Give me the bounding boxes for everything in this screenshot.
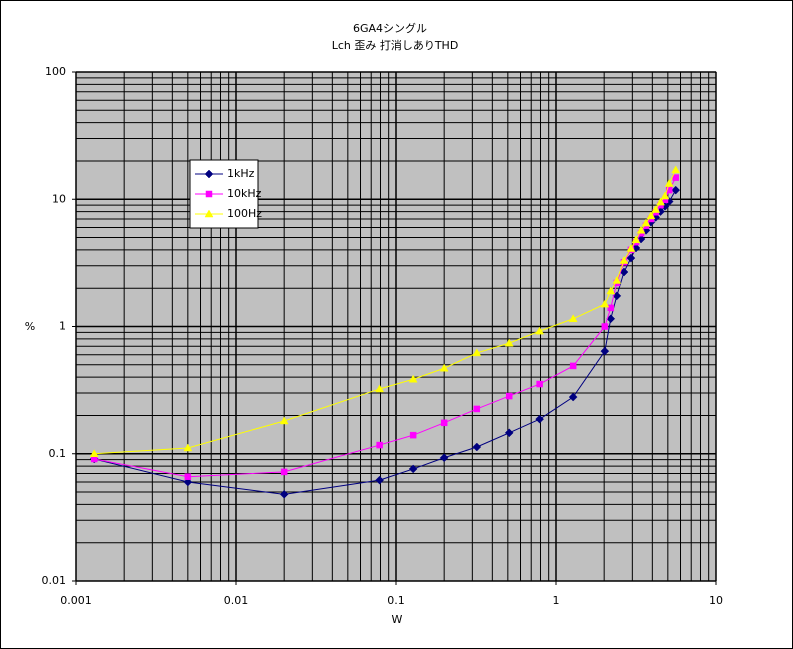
x-tick-label: 0.1 <box>387 594 405 607</box>
marker <box>472 442 482 452</box>
x-tick-label: 1 <box>553 594 560 607</box>
marker <box>439 453 449 463</box>
marker <box>536 380 543 388</box>
marker <box>671 185 681 195</box>
marker <box>504 338 514 347</box>
y-tick-label: 100 <box>45 65 66 78</box>
marker <box>664 178 674 187</box>
marker <box>568 314 578 323</box>
marker <box>376 441 383 449</box>
marker <box>626 253 636 263</box>
x-tick-label: 10 <box>709 594 723 607</box>
marker <box>600 346 610 356</box>
x-axis-label: W <box>392 613 403 626</box>
marker <box>205 190 213 198</box>
marker <box>204 209 214 218</box>
legend-label: 10kHz <box>227 187 262 200</box>
marker <box>636 225 646 234</box>
marker <box>535 326 545 335</box>
marker <box>184 473 192 480</box>
marker <box>665 186 673 194</box>
marker <box>375 475 384 485</box>
marker <box>601 323 609 330</box>
marker <box>671 165 681 174</box>
marker <box>631 235 641 244</box>
marker <box>569 362 577 370</box>
y-tick-label: 1 <box>59 320 66 333</box>
y-tick-label: 0.1 <box>49 447 67 460</box>
marker <box>440 419 448 427</box>
marker <box>672 174 679 181</box>
marker <box>375 384 385 393</box>
marker <box>606 286 616 295</box>
marker <box>408 464 418 474</box>
marker <box>408 374 418 383</box>
marker <box>280 468 288 476</box>
y-axis-label: % <box>25 320 35 333</box>
marker <box>439 363 449 372</box>
y-tick-label: 0.01 <box>42 574 67 587</box>
marker <box>626 244 636 252</box>
marker <box>656 197 665 206</box>
marker <box>651 205 661 213</box>
marker <box>535 414 544 424</box>
marker <box>183 477 193 487</box>
legend-label: 100Hz <box>227 207 262 220</box>
marker <box>504 428 514 438</box>
chart-title: 6GA4シングル <box>353 21 427 35</box>
marker <box>607 304 615 312</box>
marker <box>473 405 481 413</box>
marker <box>660 191 670 200</box>
marker <box>472 348 482 357</box>
chart-subtitle: Lch 歪み 打消しありTHD <box>332 38 459 52</box>
legend-label: 1kHz <box>227 167 255 180</box>
marker <box>279 489 289 499</box>
marker <box>619 256 629 264</box>
marker <box>505 392 513 400</box>
marker <box>568 392 578 402</box>
marker <box>183 443 193 452</box>
x-tick-label: 0.001 <box>60 594 92 607</box>
marker <box>279 416 289 425</box>
marker <box>612 275 622 284</box>
marker <box>641 218 651 227</box>
marker <box>409 431 417 439</box>
marker <box>646 211 656 220</box>
y-tick-label: 10 <box>52 192 66 205</box>
x-tick-label: 0.01 <box>224 594 249 607</box>
marker <box>600 299 610 308</box>
marker <box>89 449 99 457</box>
marker <box>204 169 214 179</box>
